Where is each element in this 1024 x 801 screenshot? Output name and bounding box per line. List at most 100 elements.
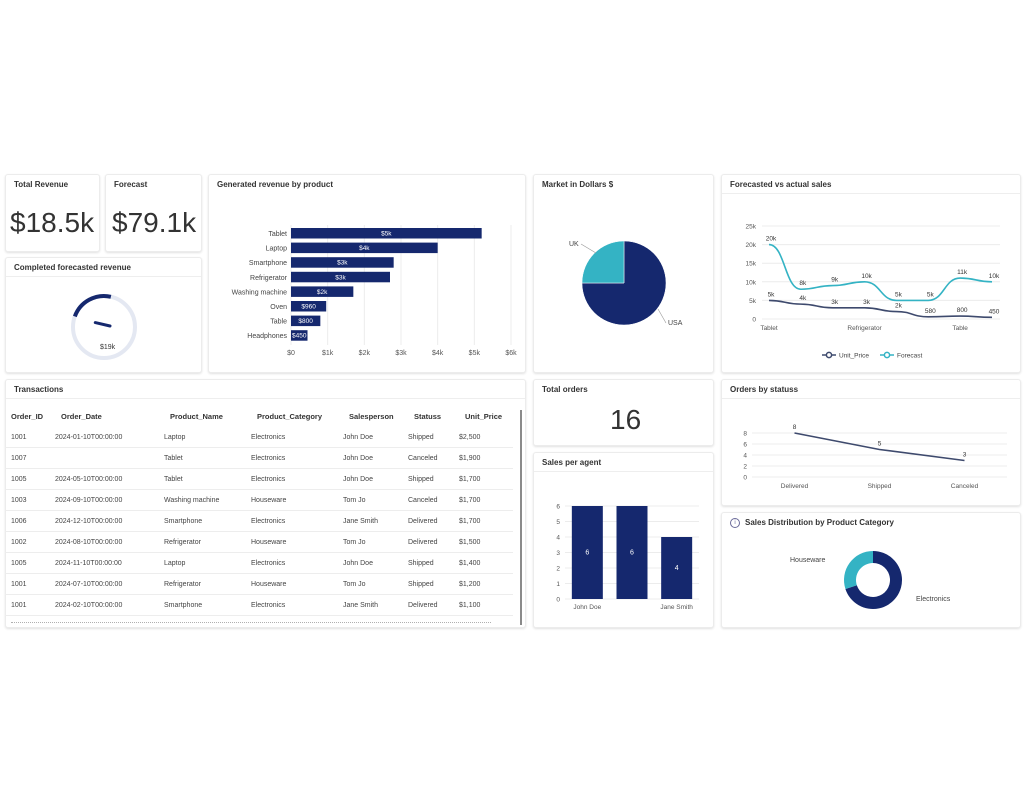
fva-series-line [768,299,993,319]
transactions-title: Transactions [14,385,64,394]
spa-data-label: 6 [585,550,589,557]
rev-x-tick: $1k [322,350,334,357]
table-cell: Tom Jo [343,489,408,511]
table-cell: Shipped [408,573,459,595]
spa-y-tick: 6 [556,504,560,511]
spa-y-tick: 3 [556,550,560,557]
fva-legend-label: Forecast [897,353,922,360]
rev-x-tick: $5k [469,350,481,357]
table-row[interactable]: 1003 2024-09-10T00:00:00 Washing machine Ho… [5,489,513,511]
forecast-title: Forecast [114,180,148,189]
transactions-column-header[interactable]: Salesperson [349,412,394,421]
table-row[interactable]: 1001 2024-02-10T00:00:00 Smartphone Electro… [5,594,513,616]
gauge-fill-arc [72,294,112,318]
table-cell: $1,100 [459,594,513,616]
market-pie-slice [581,240,625,284]
rev-data-label: $960 [301,304,316,311]
market-title: Market in Dollars $ [542,180,614,189]
fva-x-tick: Tablet [760,325,778,332]
table-cell: Delivered [408,594,459,616]
sd-donut-slice [844,551,873,589]
table-cell: Tom Jo [343,573,408,595]
obs-y-tick: 4 [743,453,747,460]
rev-bar [291,242,438,254]
table-row[interactable]: 1005 2024-11-10T00:00:00 Laptop Electronics… [5,552,513,574]
table-row[interactable]: 1006 2024-12-10T00:00:00 Smartphone Electro… [5,510,513,532]
fva-legend-marker [883,351,891,359]
fva-data-label: 800 [957,307,968,314]
market-pie-chart: USA UK [569,240,683,327]
total-orders-card: Total orders 16 [533,379,714,446]
table-row[interactable]: 1001 2024-01-10T00:00:00 Laptop Electronics… [5,427,513,448]
table-cell: 1005 [5,552,55,574]
fva-y-tick: 25k [746,224,757,231]
rev-bar [291,301,327,312]
spa-bar [661,537,693,599]
market-leader-uk [580,243,597,254]
fva-data-label: 580 [925,308,936,315]
table-cell: 2024-12-10T00:00:00 [55,510,164,532]
fva-x-tick: Table [952,325,968,332]
rev-data-label: $800 [298,318,313,325]
table-cell: John Doe [343,427,408,448]
fva-series-line [768,243,993,302]
rev-x-tick: $4k [432,350,444,357]
table-cell [55,447,164,469]
transactions-column-header[interactable]: Product_Name [170,412,223,421]
table-row[interactable]: 1001 2024-07-10T00:00:00 Refrigerator House… [5,573,513,595]
info-icon[interactable]: i [730,518,740,528]
transactions-scrollbar[interactable] [520,410,522,625]
table-cell: 1006 [5,510,55,532]
transactions-column-header[interactable]: Order_ID [11,412,44,421]
spa-bar [571,506,603,599]
fva-data-label: 9k [831,277,839,284]
obs-x-tick: Shipped [868,483,892,490]
obs-x-tick: Canceled [951,483,979,490]
rev-category-label: Refrigerator [250,275,288,282]
table-cell: Delivered [408,531,459,553]
table-row[interactable]: 1005 2024-05-10T00:00:00 Tablet Electronics… [5,468,513,490]
rev-data-label: $4k [359,245,370,252]
fva-y-tick: 20k [746,242,757,249]
rev-bar [291,315,321,327]
transactions-cut-row [5,621,521,627]
table-cell: Canceled [408,447,459,469]
transactions-column-header[interactable]: Statuss [414,412,442,421]
spa-y-tick: 0 [556,597,560,604]
table-cell: Shipped [408,468,459,490]
sd-label-houseware: Houseware [790,557,826,564]
fva-data-label: 10k [989,273,1000,280]
transactions-column-header[interactable]: Unit_Price [465,412,503,421]
table-cell: Tablet [164,468,251,490]
rev-bar [291,330,308,341]
table-cell: Delivered [408,510,459,532]
rev-x-tick: $3k [395,350,407,357]
fva-data-label: 5k [768,291,776,298]
table-cell: 2024-02-10T00:00:00 [55,594,164,616]
table-cell: Houseware [251,531,343,553]
sales-distribution-card: i Sales Distribution by Product Category… [721,512,1021,628]
sales-distribution-title: Sales Distribution by Product Category [745,518,894,527]
fva-legend-label: Unit_Price [839,353,869,360]
table-row[interactable]: 1007 Tablet Electronics John Doe Canceled $1,… [5,447,513,469]
fva-data-label: 11k [957,269,968,276]
rev-data-label: $3k [335,274,346,281]
table-cell: 1001 [5,594,55,616]
table-cell: Laptop [164,427,251,448]
table-row[interactable]: 1002 2024-08-10T00:00:00 Refrigerator House… [5,531,513,553]
transactions-column-header[interactable]: Order_Date [61,412,102,421]
spa-y-tick: 4 [556,535,560,542]
fva-data-label: 8k [799,280,807,287]
fva-y-tick: 5k [749,298,757,305]
table-cell: Houseware [251,573,343,595]
spa-y-tick: 2 [556,566,560,573]
rev-category-label: Headphones [247,333,287,340]
rev-bar [291,228,482,239]
table-cell: Electronics [251,468,343,490]
table-cell: Washing machine [164,489,251,511]
table-cell: Refrigerator [164,531,251,553]
transactions-column-header[interactable]: Product_Category [257,412,323,421]
table-cell: $2,500 [459,427,513,448]
market-label-usa: USA [668,320,683,327]
table-cell: Electronics [251,427,343,448]
